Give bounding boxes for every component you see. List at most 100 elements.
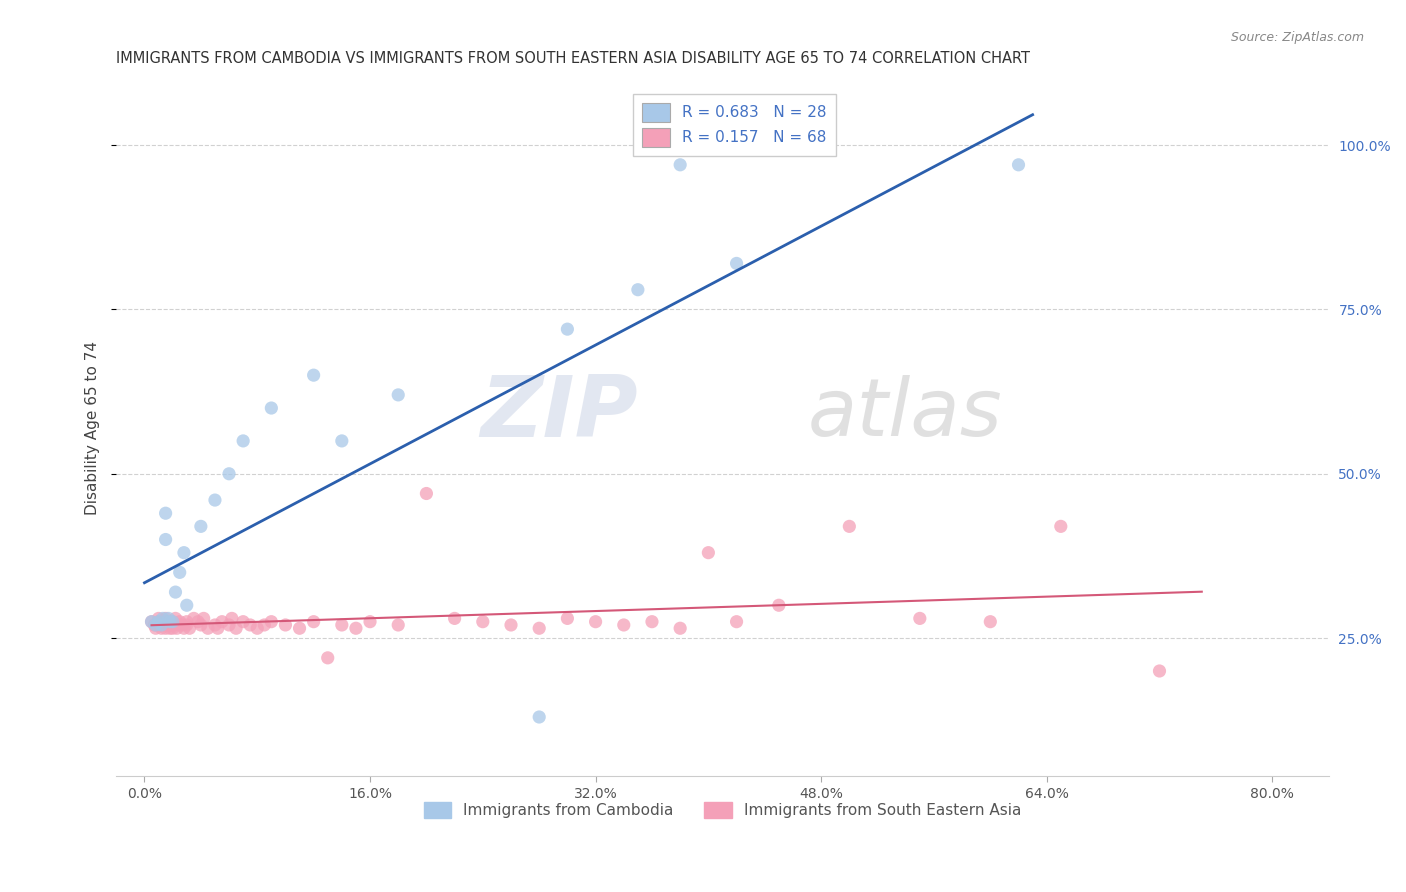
Text: ZIP: ZIP	[479, 372, 637, 455]
Point	[221, 611, 243, 625]
Point	[159, 615, 181, 629]
Point	[218, 467, 240, 481]
Point	[641, 615, 664, 629]
Point	[211, 615, 233, 629]
Point	[172, 618, 194, 632]
Point	[316, 650, 339, 665]
Point	[165, 585, 187, 599]
Point	[197, 621, 219, 635]
Y-axis label: Disability Age 65 to 74: Disability Age 65 to 74	[86, 341, 100, 515]
Point	[838, 519, 860, 533]
Point	[179, 621, 201, 635]
Point	[232, 615, 254, 629]
Point	[155, 621, 177, 635]
Point	[218, 618, 240, 632]
Point	[187, 615, 209, 629]
Point	[193, 611, 215, 625]
Point	[260, 615, 283, 629]
Text: IMMIGRANTS FROM CAMBODIA VS IMMIGRANTS FROM SOUTH EASTERN ASIA DISABILITY AGE 65: IMMIGRANTS FROM CAMBODIA VS IMMIGRANTS F…	[117, 51, 1031, 66]
Point	[246, 621, 269, 635]
Point	[157, 611, 180, 625]
Point	[162, 615, 184, 629]
Point	[204, 618, 226, 632]
Point	[148, 615, 170, 629]
Point	[155, 533, 177, 547]
Point	[204, 493, 226, 508]
Point	[141, 615, 163, 629]
Point	[150, 621, 173, 635]
Point	[527, 621, 550, 635]
Point	[557, 611, 579, 625]
Point	[225, 621, 247, 635]
Text: atlas: atlas	[807, 375, 1002, 453]
Point	[173, 546, 195, 560]
Point	[725, 256, 748, 270]
Point	[148, 611, 170, 625]
Point	[344, 621, 367, 635]
Point	[725, 615, 748, 629]
Point	[1007, 158, 1029, 172]
Point	[669, 621, 692, 635]
Point	[183, 611, 205, 625]
Point	[253, 618, 276, 632]
Point	[627, 283, 650, 297]
Point	[585, 615, 607, 629]
Point	[159, 621, 181, 635]
Point	[176, 615, 198, 629]
Point	[669, 158, 692, 172]
Legend: Immigrants from Cambodia, Immigrants from South Eastern Asia: Immigrants from Cambodia, Immigrants fro…	[418, 796, 1028, 824]
Point	[156, 615, 179, 629]
Point	[163, 618, 186, 632]
Point	[1049, 519, 1071, 533]
Point	[387, 618, 409, 632]
Text: Source: ZipAtlas.com: Source: ZipAtlas.com	[1230, 31, 1364, 45]
Point	[697, 546, 720, 560]
Point	[173, 621, 195, 635]
Point	[145, 618, 167, 632]
Point	[527, 710, 550, 724]
Point	[1149, 664, 1171, 678]
Point	[387, 388, 409, 402]
Point	[152, 618, 174, 632]
Point	[160, 618, 183, 632]
Point	[239, 618, 262, 632]
Point	[979, 615, 1001, 629]
Point	[155, 611, 177, 625]
Point	[302, 368, 325, 383]
Point	[152, 611, 174, 625]
Point	[443, 611, 465, 625]
Point	[148, 615, 170, 629]
Point	[471, 615, 494, 629]
Point	[908, 611, 931, 625]
Point	[150, 618, 173, 632]
Point	[288, 621, 311, 635]
Point	[157, 618, 180, 632]
Point	[141, 615, 163, 629]
Point	[232, 434, 254, 448]
Point	[166, 621, 188, 635]
Point	[169, 566, 191, 580]
Point	[143, 618, 166, 632]
Point	[359, 615, 381, 629]
Point	[169, 618, 191, 632]
Point	[162, 621, 184, 635]
Point	[415, 486, 437, 500]
Point	[499, 618, 522, 632]
Point	[162, 615, 184, 629]
Point	[330, 434, 353, 448]
Point	[155, 506, 177, 520]
Point	[176, 618, 198, 632]
Point	[768, 599, 790, 613]
Point	[330, 618, 353, 632]
Point	[613, 618, 636, 632]
Point	[190, 519, 212, 533]
Point	[169, 615, 191, 629]
Point	[146, 618, 169, 632]
Point	[274, 618, 297, 632]
Point	[260, 401, 283, 415]
Point	[302, 615, 325, 629]
Point	[145, 621, 167, 635]
Point	[176, 599, 198, 613]
Point	[557, 322, 579, 336]
Point	[190, 618, 212, 632]
